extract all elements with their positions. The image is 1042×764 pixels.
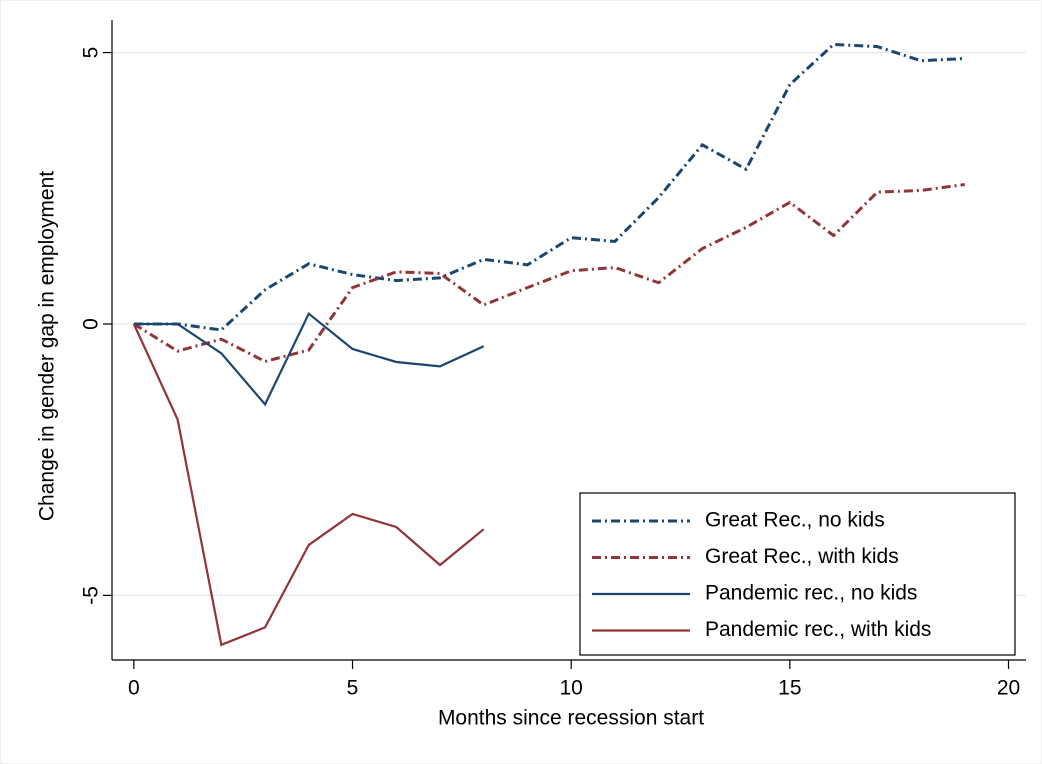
- x-axis-title: Months since recession start: [438, 707, 704, 730]
- legend-label: Pandemic rec., no kids: [705, 582, 917, 605]
- legend-label: Great Rec., with kids: [705, 545, 899, 568]
- series-line: [133, 311, 485, 407]
- legend-label: Great Rec., no kids: [705, 509, 885, 532]
- legend-label: Pandemic rec., with kids: [705, 618, 931, 641]
- y-axis-title: Change in gender gap in employment: [36, 171, 59, 521]
- series-line: [133, 42, 965, 332]
- series-line: [132, 323, 485, 647]
- x-tick-label: 15: [778, 677, 801, 700]
- x-tick-label: 20: [997, 677, 1020, 700]
- x-tick-label: 0: [128, 677, 140, 700]
- y-tick-label: -5: [80, 586, 103, 605]
- y-tick-label: 0: [80, 318, 103, 330]
- series-line: [133, 182, 965, 364]
- y-tick-label: 5: [80, 47, 103, 59]
- x-tick-label: 10: [560, 677, 583, 700]
- x-tick-label: 5: [347, 677, 359, 700]
